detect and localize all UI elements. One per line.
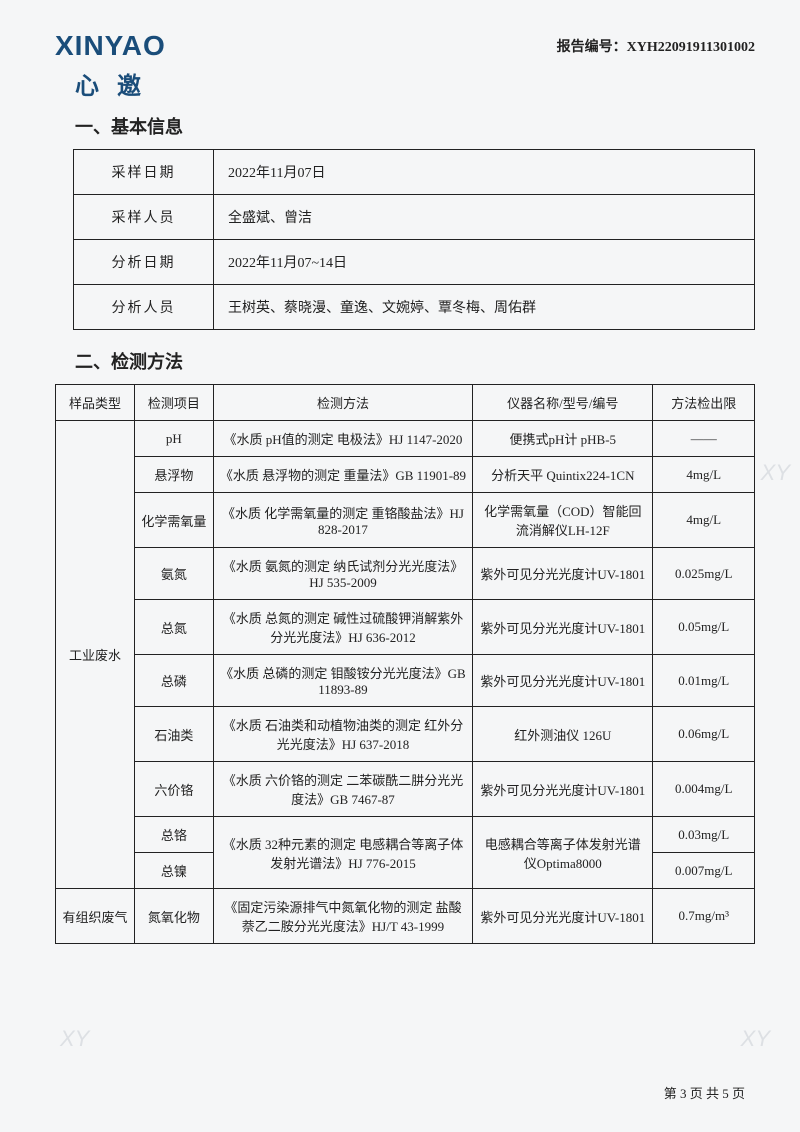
logo-main: XINYAO xyxy=(55,30,166,62)
label-sampler: 采样人员 xyxy=(74,195,214,240)
cell-method: 《水质 pH值的测定 电极法》HJ 1147-2020 xyxy=(213,421,472,457)
cell-item: 总磷 xyxy=(134,655,213,707)
cell-limit: 0.05mg/L xyxy=(653,600,755,655)
cell-item: 总铬 xyxy=(134,817,213,853)
cell-instrument: 紫外可见分光光度计UV-1801 xyxy=(473,600,653,655)
cell-method: 《水质 总氮的测定 碱性过硫酸钾消解紫外分光光度法》HJ 636-2012 xyxy=(213,600,472,655)
cell-limit: 0.03mg/L xyxy=(653,817,755,853)
cell-instrument: 紫外可见分光光度计UV-1801 xyxy=(473,655,653,707)
cell-item: 氮氧化物 xyxy=(134,889,213,944)
cell-item: 总镍 xyxy=(134,853,213,889)
value-sample-date: 2022年11月07日 xyxy=(214,150,755,195)
logo-block: XINYAO 心 邀 xyxy=(55,30,166,101)
cell-item: 总氮 xyxy=(134,600,213,655)
cell-limit: 0.01mg/L xyxy=(653,655,755,707)
watermark-icon: XY xyxy=(761,460,790,486)
cell-item: 六价铬 xyxy=(134,762,213,817)
cell-method: 《水质 悬浮物的测定 重量法》GB 11901-89 xyxy=(213,457,472,493)
cell-sample-type-2: 有组织废气 xyxy=(56,889,135,944)
watermark-icon: XY xyxy=(60,1026,89,1052)
cell-item: 石油类 xyxy=(134,707,213,762)
method-table: 样品类型 检测项目 检测方法 仪器名称/型号/编号 方法检出限 工业废水 pH … xyxy=(55,384,755,944)
cell-method: 《水质 石油类和动植物油类的测定 红外分光光度法》HJ 637-2018 xyxy=(213,707,472,762)
label-analysis-date: 分析日期 xyxy=(74,240,214,285)
watermark-icon: XY xyxy=(741,1026,770,1052)
label-analyst: 分析人员 xyxy=(74,285,214,330)
cell-limit: 0.007mg/L xyxy=(653,853,755,889)
report-number: 报告编号：XYH22091911301002 xyxy=(557,36,755,56)
th-item: 检测项目 xyxy=(134,385,213,421)
cell-item: pH xyxy=(134,421,213,457)
basic-info-table: 采样日期2022年11月07日 采样人员全盛斌、曾洁 分析日期2022年11月0… xyxy=(73,149,755,330)
cell-instrument: 便携式pH计 pHB-5 xyxy=(473,421,653,457)
cell-instrument: 化学需氧量（COD）智能回流消解仪LH-12F xyxy=(473,493,653,548)
cell-method-merged: 《水质 32种元素的测定 电感耦合等离子体发射光谱法》HJ 776-2015 xyxy=(213,817,472,889)
cell-limit: 4mg/L xyxy=(653,457,755,493)
cell-limit: 0.004mg/L xyxy=(653,762,755,817)
th-method: 检测方法 xyxy=(213,385,472,421)
logo-sub: 心 邀 xyxy=(75,66,166,101)
cell-instrument: 分析天平 Quintix224-1CN xyxy=(473,457,653,493)
th-sample: 样品类型 xyxy=(56,385,135,421)
cell-method: 《水质 化学需氧量的测定 重铬酸盐法》HJ 828-2017 xyxy=(213,493,472,548)
cell-item: 悬浮物 xyxy=(134,457,213,493)
label-sample-date: 采样日期 xyxy=(74,150,214,195)
section2-title: 二、检测方法 xyxy=(75,348,755,374)
th-limit: 方法检出限 xyxy=(653,385,755,421)
value-analyst: 王树英、蔡晓漫、童逸、文婉婷、覃冬梅、周佑群 xyxy=(214,285,755,330)
cell-limit: 0.7mg/m³ xyxy=(653,889,755,944)
cell-instrument: 紫外可见分光光度计UV-1801 xyxy=(473,548,653,600)
cell-method: 《水质 总磷的测定 钼酸铵分光光度法》GB 11893-89 xyxy=(213,655,472,707)
cell-method: 《固定污染源排气中氮氧化物的测定 盐酸萘乙二胺分光光度法》HJ/T 43-199… xyxy=(213,889,472,944)
cell-instrument-merged: 电感耦合等离子体发射光谱仪Optima8000 xyxy=(473,817,653,889)
cell-limit: 4mg/L xyxy=(653,493,755,548)
page-footer: 第 3 页 共 5 页 xyxy=(664,1083,745,1102)
cell-item: 氨氮 xyxy=(134,548,213,600)
section1-title: 一、基本信息 xyxy=(75,113,755,139)
value-sampler: 全盛斌、曾洁 xyxy=(214,195,755,240)
cell-method: 《水质 六价铬的测定 二苯碳酰二肼分光光度法》GB 7467-87 xyxy=(213,762,472,817)
value-analysis-date: 2022年11月07~14日 xyxy=(214,240,755,285)
cell-limit: 0.025mg/L xyxy=(653,548,755,600)
cell-instrument: 紫外可见分光光度计UV-1801 xyxy=(473,889,653,944)
cell-method: 《水质 氨氮的测定 纳氏试剂分光光度法》HJ 535-2009 xyxy=(213,548,472,600)
cell-sample-type-1: 工业废水 xyxy=(56,421,135,889)
cell-instrument: 紫外可见分光光度计UV-1801 xyxy=(473,762,653,817)
cell-instrument: 红外测油仪 126U xyxy=(473,707,653,762)
cell-limit: 0.06mg/L xyxy=(653,707,755,762)
th-instrument: 仪器名称/型号/编号 xyxy=(473,385,653,421)
cell-item: 化学需氧量 xyxy=(134,493,213,548)
cell-limit: —— xyxy=(653,421,755,457)
